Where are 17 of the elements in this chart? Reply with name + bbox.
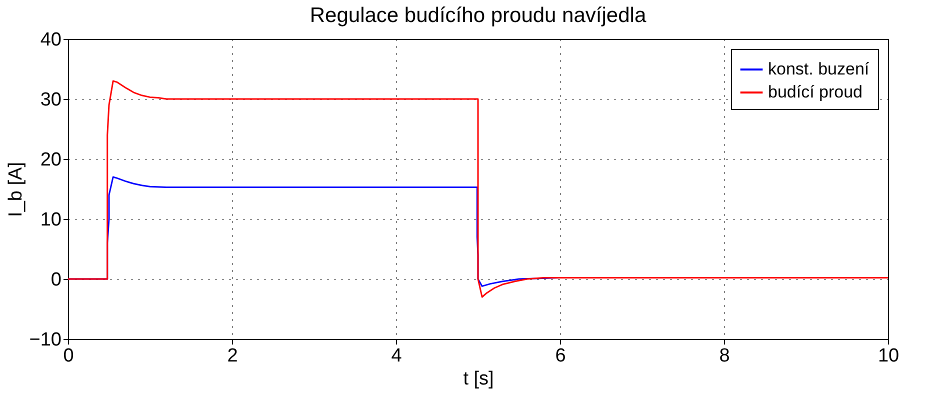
x-tick-label: 10	[878, 346, 900, 366]
x-tick-label: 4	[391, 346, 402, 366]
y-tick-label: 0	[50, 270, 62, 290]
y-tick-label: 10	[40, 210, 62, 230]
chart-title: Regulace budícího proudu navíjedla	[310, 4, 646, 27]
line-series	[67, 80, 889, 298]
y-tick-label: 30	[40, 90, 62, 110]
y-tick-label: 40	[40, 30, 62, 50]
y-tick-label: 20	[40, 150, 62, 170]
y-tick-label: −10	[29, 330, 62, 350]
x-tick-label: 6	[555, 346, 566, 366]
x-tick-label: 2	[227, 346, 238, 366]
x-axis-title: t [s]	[463, 368, 494, 390]
legend-label: konst. buzení	[768, 60, 870, 78]
legend-label: budící proud	[768, 82, 863, 102]
x-tick-label: 8	[719, 346, 730, 366]
y-axis-title: I_b [A]	[5, 162, 26, 217]
